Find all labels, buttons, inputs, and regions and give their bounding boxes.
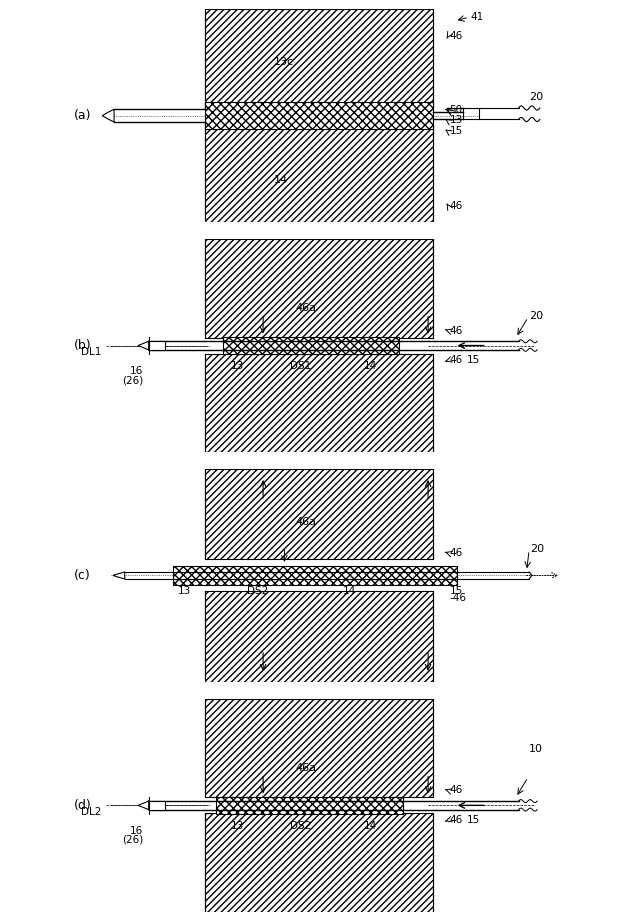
Text: (26): (26) xyxy=(122,835,143,845)
Text: 46a: 46a xyxy=(295,303,316,313)
Text: 50: 50 xyxy=(449,105,463,115)
Bar xyxy=(205,123,434,222)
Text: DL1: DL1 xyxy=(81,347,101,357)
Bar xyxy=(205,813,434,912)
Text: 41: 41 xyxy=(471,12,484,22)
Text: 20: 20 xyxy=(531,543,544,554)
Bar xyxy=(173,565,457,585)
Bar xyxy=(205,9,434,108)
Text: (26): (26) xyxy=(122,375,143,385)
Text: 13: 13 xyxy=(178,587,191,597)
Bar xyxy=(149,342,165,350)
Text: (d): (d) xyxy=(74,799,92,811)
Text: (b): (b) xyxy=(74,339,92,352)
Text: 14: 14 xyxy=(343,587,356,597)
Text: (c): (c) xyxy=(74,569,91,582)
Bar xyxy=(205,699,434,798)
Bar xyxy=(216,797,402,814)
Text: 46: 46 xyxy=(449,548,463,558)
Text: 13: 13 xyxy=(231,361,244,371)
Text: 14: 14 xyxy=(274,174,288,184)
Text: -46: -46 xyxy=(449,593,466,603)
Text: 46: 46 xyxy=(449,326,463,335)
Text: DL2: DL2 xyxy=(81,807,101,817)
Text: 16: 16 xyxy=(130,366,143,376)
Polygon shape xyxy=(113,572,125,579)
Text: 13: 13 xyxy=(231,821,244,831)
Bar xyxy=(205,591,434,682)
Text: (a): (a) xyxy=(74,110,91,122)
Polygon shape xyxy=(138,342,149,350)
Text: 46: 46 xyxy=(449,786,463,796)
Text: 46: 46 xyxy=(449,30,463,41)
Text: 46a: 46a xyxy=(295,518,316,527)
Text: 15: 15 xyxy=(449,125,463,135)
Text: 13: 13 xyxy=(449,115,463,125)
Bar xyxy=(149,801,165,810)
Bar xyxy=(223,337,399,354)
Text: DS1: DS1 xyxy=(290,361,311,371)
Polygon shape xyxy=(103,110,114,122)
Text: 14: 14 xyxy=(364,361,378,371)
Text: DS2: DS2 xyxy=(247,587,268,597)
Text: 15: 15 xyxy=(449,587,463,597)
Text: DS2: DS2 xyxy=(290,821,311,831)
Text: 46: 46 xyxy=(449,815,463,825)
Polygon shape xyxy=(138,801,149,810)
Text: 20: 20 xyxy=(529,92,544,102)
Text: 46: 46 xyxy=(449,201,463,211)
Text: 46a: 46a xyxy=(295,764,316,773)
Text: 15: 15 xyxy=(466,356,480,366)
Bar xyxy=(205,469,434,559)
Text: 10: 10 xyxy=(529,744,543,754)
Bar xyxy=(205,102,434,129)
Text: 15: 15 xyxy=(466,815,480,825)
Bar xyxy=(205,239,434,338)
Text: 16: 16 xyxy=(130,826,143,836)
Bar xyxy=(205,354,434,452)
Text: 14: 14 xyxy=(364,821,378,831)
Text: 20: 20 xyxy=(529,311,544,321)
Text: 46: 46 xyxy=(449,356,463,366)
Text: 13c: 13c xyxy=(274,57,294,67)
